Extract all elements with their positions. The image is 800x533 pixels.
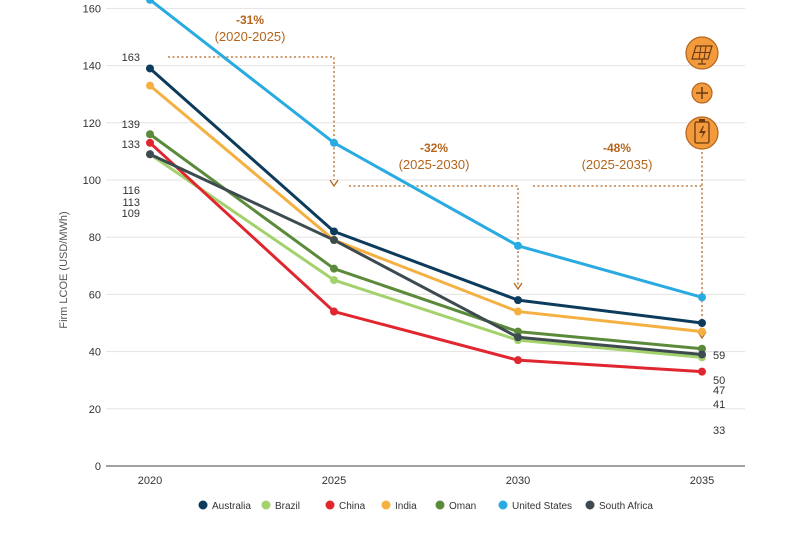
x-tick-label: 2020 (138, 475, 162, 487)
x-tick-label: 2025 (322, 475, 346, 487)
data-point-united-states (330, 138, 338, 147)
x-tick-label: 2030 (506, 475, 530, 487)
end-value-label: 47 (713, 385, 725, 397)
data-point-china (330, 307, 338, 316)
plus-icon (691, 82, 713, 104)
arrowhead-2025-2030 (513, 282, 523, 291)
series-line-united-states (149, 0, 703, 299)
data-point-india (698, 327, 706, 336)
data-point-brazil (330, 276, 338, 285)
x-tick-labels: 2020 2025 2030 2035 (138, 475, 714, 487)
arrow-2025-2030 (349, 185, 519, 285)
data-point-south-africa (698, 350, 706, 359)
y-axis-label: Firm LCOE (USD/MWh) (58, 211, 70, 328)
series-lines (148, 0, 703, 374)
end-value-label: 59 (713, 350, 725, 362)
y-tick-labels: 0 20 40 60 80 100 120 140 160 (83, 3, 101, 473)
legend-label-australia: Australia (212, 501, 251, 512)
legend-marker-south-africa (585, 500, 595, 510)
start-value-label: 109 (122, 208, 140, 220)
legend-label-united-states: United States (512, 501, 572, 512)
data-point-united-states (698, 293, 706, 302)
data-point-australia (514, 296, 522, 305)
end-value-label: 33 (713, 425, 725, 437)
data-point-oman (698, 344, 706, 353)
series-line-oman (149, 133, 703, 351)
data-point-united-states (146, 0, 154, 4)
annotation-percent: -48% (603, 141, 631, 155)
data-point-south-africa (514, 333, 522, 342)
data-point-china (698, 367, 706, 376)
series-line-brazil (149, 153, 703, 359)
data-point-south-africa (330, 236, 338, 245)
data-point-australia (698, 319, 706, 327)
end-value-label: 41 (713, 399, 725, 411)
legend-marker-australia (198, 500, 208, 510)
arrow-2020-2025 (168, 56, 335, 180)
legend-marker-brazil (261, 500, 271, 510)
technology-icons (685, 36, 719, 150)
legend-label-brazil: Brazil (275, 501, 300, 512)
axes: Firm LCOE (USD/MWh) (58, 211, 745, 467)
legend-label-china: China (339, 501, 366, 512)
series-line-australia (149, 67, 703, 325)
data-point-india (514, 307, 522, 316)
legend-label-south-africa: South Africa (599, 501, 653, 512)
y-tick-label: 0 (95, 461, 101, 473)
y-tick-label: 60 (89, 289, 101, 301)
data-point-oman (330, 264, 338, 273)
legend: Australia Brazil China India Oman United Stat… (198, 500, 653, 512)
annotation-period: (2025-2030) (399, 157, 470, 172)
y-tick-label: 140 (83, 61, 101, 73)
legend-marker-oman (435, 500, 445, 510)
data-point-south-africa (146, 150, 154, 159)
start-value-label: 116 (122, 185, 140, 197)
x-tick-label: 2035 (690, 475, 714, 487)
y-tick-label: 160 (83, 3, 101, 15)
series-line-india (149, 84, 703, 334)
y-tick-label: 80 (89, 232, 101, 244)
arrowhead-2020-2025 (329, 179, 339, 188)
legend-label-oman: Oman (449, 501, 476, 512)
end-value-label: 50 (713, 375, 725, 387)
y-tick-label: 20 (89, 404, 101, 416)
y-tick-label: 40 (89, 347, 101, 359)
legend-marker-china (325, 500, 335, 510)
data-point-oman (146, 130, 154, 139)
annotations: -31% (2020-2025) -32% (2025-2030) -48% (2025-… (215, 13, 653, 172)
data-point-india (146, 81, 154, 90)
annotation-period: (2020-2025) (215, 29, 286, 44)
y-tick-label: 120 (83, 118, 101, 130)
legend-marker-united-states (498, 500, 508, 510)
start-value-label: 139 (122, 119, 140, 131)
data-point-united-states (514, 241, 522, 250)
legend-marker-india (381, 500, 391, 510)
annotation-period: (2025-2035) (582, 157, 653, 172)
data-point-australia (146, 64, 154, 73)
start-value-label: 133 (122, 139, 140, 151)
data-point-australia (330, 227, 338, 236)
legend-label-india: India (395, 501, 417, 512)
data-point-china (146, 138, 154, 147)
data-point-oman (514, 327, 522, 336)
series-points (146, 0, 706, 376)
series-line-south-africa (149, 152, 703, 356)
data-point-china (514, 356, 522, 365)
annotation-percent: -31% (236, 13, 264, 27)
start-value-label: 163 (122, 52, 140, 64)
solar-panel-icon (685, 36, 719, 70)
start-value-label: 113 (122, 197, 140, 209)
y-tick-label: 100 (83, 175, 101, 187)
annotation-percent: -32% (420, 141, 448, 155)
series-line-china (148, 141, 703, 374)
battery-icon (685, 116, 719, 150)
